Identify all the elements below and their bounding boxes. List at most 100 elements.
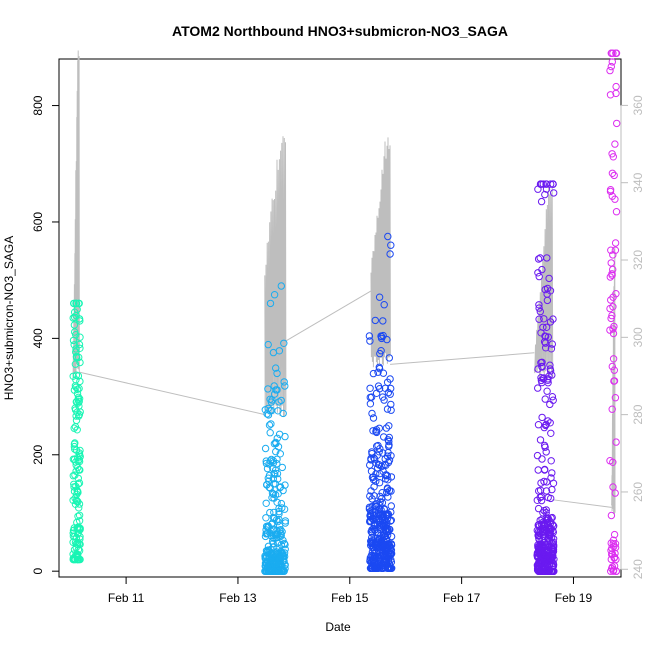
- data-point: [74, 474, 83, 482]
- data-point: [75, 479, 84, 487]
- data-point: [547, 429, 555, 437]
- y-axis-left: 0 200 400 600 800: [31, 95, 60, 575]
- data-point: [538, 413, 546, 422]
- data-point: [270, 508, 278, 517]
- data-point: [544, 417, 552, 425]
- data-point: [609, 540, 617, 548]
- data-point: [540, 315, 548, 323]
- data-point: [609, 355, 618, 363]
- y2-tick-label: 260: [631, 482, 645, 502]
- data-point: [281, 540, 289, 549]
- data-point: [262, 514, 270, 522]
- data-point: [538, 455, 546, 463]
- y-axis-label: HNO3+submicron-NO3_SAGA: [2, 236, 16, 400]
- data-point: [607, 314, 615, 323]
- data-point: [380, 301, 388, 309]
- data-point: [72, 458, 80, 466]
- data-point: [536, 180, 545, 188]
- data-point: [536, 516, 544, 525]
- data-point: [72, 398, 81, 406]
- data-point: [386, 375, 394, 383]
- data-point: [380, 505, 388, 514]
- data-point: [536, 557, 544, 565]
- x-tick-label: Feb 13: [219, 591, 257, 605]
- data-point: [370, 521, 379, 530]
- data-point: [267, 420, 275, 428]
- data-point: [537, 376, 546, 385]
- data-point: [547, 345, 556, 353]
- data-point: [369, 427, 377, 435]
- y2-tick-label: 240: [631, 559, 645, 579]
- data-point: [387, 452, 395, 460]
- data-point: [606, 304, 614, 313]
- data-point: [368, 561, 376, 570]
- data-point: [374, 554, 382, 562]
- data-point: [534, 269, 542, 277]
- data-point: [75, 412, 83, 420]
- data-point: [385, 525, 393, 534]
- data-point: [540, 374, 548, 382]
- data-point: [543, 478, 551, 486]
- data-point: [378, 333, 386, 341]
- data-point: [612, 49, 621, 57]
- data-point: [549, 315, 557, 323]
- data-point: [611, 394, 620, 402]
- data-point: [267, 398, 275, 406]
- data-point: [280, 339, 288, 347]
- data-point: [368, 557, 376, 565]
- data-point: [540, 547, 548, 555]
- y2-tick-label: 360: [631, 95, 645, 115]
- data-point: [387, 502, 395, 510]
- data-point: [540, 441, 549, 450]
- data-point: [266, 429, 274, 437]
- data-point: [541, 395, 549, 403]
- data-point: [278, 567, 286, 575]
- data-point: [612, 567, 620, 575]
- data-point: [535, 315, 543, 323]
- data-point: [369, 369, 378, 378]
- line-segment: [72, 50, 80, 379]
- data-point: [387, 241, 395, 249]
- data-point: [382, 461, 390, 469]
- data-point: [379, 522, 387, 530]
- data-point: [544, 514, 553, 523]
- data-point: [270, 440, 279, 448]
- data-point: [382, 510, 390, 519]
- data-point: [76, 344, 84, 352]
- data-point: [262, 499, 270, 507]
- data-point: [266, 508, 274, 517]
- data-point: [612, 555, 620, 564]
- data-point: [378, 540, 386, 549]
- data-point: [372, 477, 380, 485]
- data-point: [74, 372, 83, 380]
- data-point: [366, 492, 374, 500]
- data-point: [372, 426, 381, 434]
- y2-tick-label: 300: [631, 327, 645, 347]
- data-point: [542, 344, 550, 352]
- data-point: [609, 251, 617, 259]
- data-point: [379, 317, 387, 325]
- data-point: [71, 313, 79, 322]
- data-point: [607, 259, 615, 267]
- y-axis-right: 240 260 280 300 320 340 360: [620, 95, 645, 579]
- data-point: [549, 559, 557, 567]
- data-point: [610, 171, 618, 180]
- data-point: [541, 465, 549, 474]
- data-point: [385, 441, 393, 449]
- y-tick-label: 800: [31, 95, 45, 115]
- data-point: [611, 239, 620, 247]
- data-point: [75, 465, 83, 474]
- data-point: [71, 532, 79, 540]
- data-point: [273, 434, 281, 442]
- data-point: [270, 390, 279, 398]
- data-point: [367, 487, 375, 495]
- data-point: [538, 363, 546, 371]
- data-point: [382, 424, 391, 432]
- line-connector: [552, 499, 612, 508]
- data-point: [535, 272, 543, 281]
- data-point: [76, 377, 84, 386]
- data-point: [606, 66, 614, 75]
- data-point: [606, 326, 614, 334]
- data-point: [611, 489, 619, 497]
- data-point: [265, 471, 274, 480]
